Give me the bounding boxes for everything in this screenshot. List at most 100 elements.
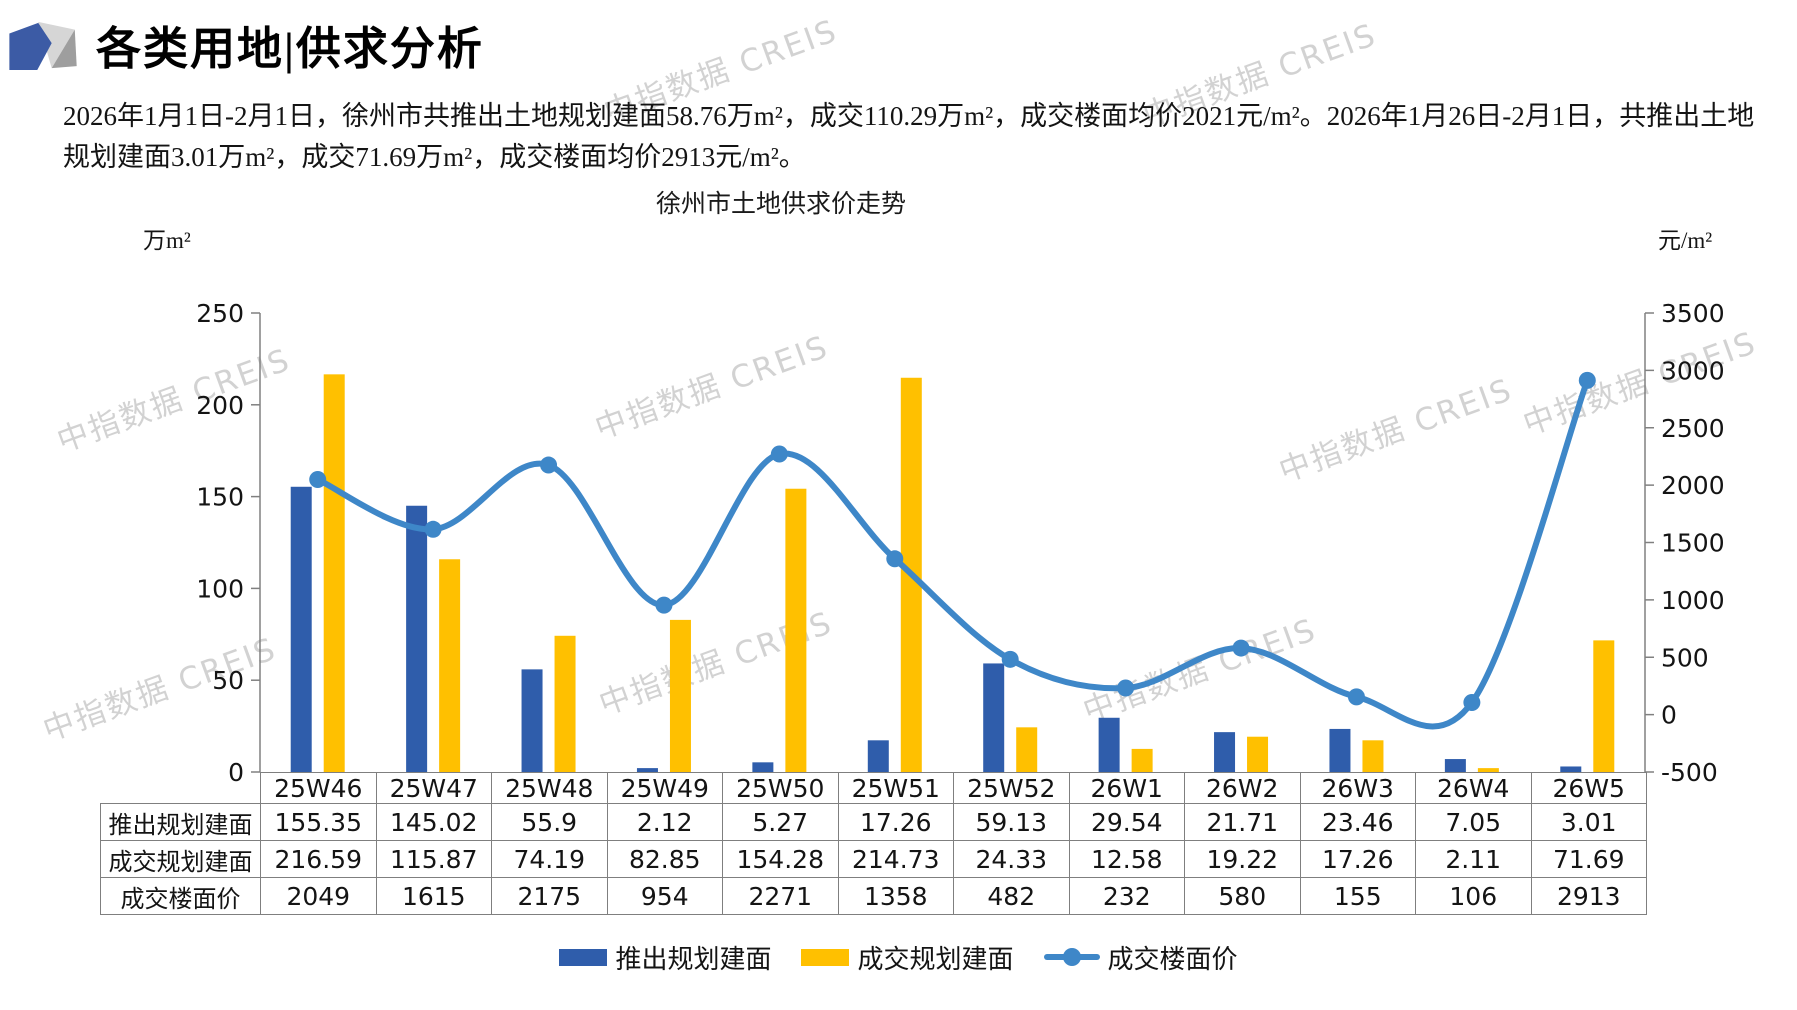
price-point xyxy=(1347,688,1365,706)
page-title: 各类用地|供求分析 xyxy=(96,24,484,74)
legend-bar-swatch xyxy=(559,948,608,966)
row-label: 成交楼面价 xyxy=(100,877,261,915)
creis-watermark: 中指数据 CREIS xyxy=(38,630,282,749)
supply-bar xyxy=(867,740,889,772)
table-cell: 12.58 xyxy=(1068,840,1185,878)
legend-line-swatch xyxy=(1043,947,1100,967)
table-row: 成交楼面价 2049 1615 2175 954 2271 1358 482 232 580 155… xyxy=(100,877,1647,915)
creis-watermark: 中指数据 CREIS xyxy=(1274,371,1518,490)
legend-item: 成交楼面价 xyxy=(1043,939,1238,976)
right-axis-tick-label: 0 xyxy=(1661,701,1677,730)
table-cell: 2175 xyxy=(491,877,608,915)
table-cell: 82.85 xyxy=(606,840,723,878)
left-axis-unit: 万m² xyxy=(143,228,191,253)
legend-line-dot xyxy=(1062,948,1081,966)
right-axis-tick-label: 2000 xyxy=(1661,471,1725,500)
table-cell: 19.22 xyxy=(1184,840,1301,878)
supply-bar xyxy=(1214,732,1236,772)
chart-legend: 推出规划建面 成交规划建面 成交楼面价 xyxy=(0,936,1797,978)
transaction-bar xyxy=(439,559,461,772)
supply-bar xyxy=(1444,759,1466,772)
right-axis-unit: 元/m² xyxy=(1658,228,1713,253)
table-cell: 3.01 xyxy=(1530,803,1647,841)
right-axis-tick-label: 500 xyxy=(1661,643,1709,672)
table-cell: 2049 xyxy=(260,877,377,915)
table-cell: 145.02 xyxy=(375,803,492,841)
summary-paragraph: 2026年1月1日-2月1日，徐州市共推出土地规划建面58.76万m²，成交11… xyxy=(63,101,1755,172)
table-cell: 2271 xyxy=(722,877,839,915)
table-cell: 7.05 xyxy=(1415,803,1532,841)
table-cell: 482 xyxy=(953,877,1070,915)
table-cell: 55.9 xyxy=(491,803,608,841)
right-axis-tick-label: 3500 xyxy=(1661,299,1725,328)
table-cell: 1615 xyxy=(375,877,492,915)
creis-watermark: 中指数据 CREIS xyxy=(1518,324,1762,443)
table-cell: 29.54 xyxy=(1068,803,1185,841)
left-axis-tick-label: 100 xyxy=(196,574,244,603)
price-point xyxy=(655,596,673,614)
right-axis-tick-label: -500 xyxy=(1661,758,1718,787)
creis-logo xyxy=(9,21,77,70)
creis-watermark: 中指数据 CREIS xyxy=(590,328,834,447)
transaction-bar xyxy=(900,377,922,772)
table-cell: 23.46 xyxy=(1299,803,1416,841)
supply-bar xyxy=(521,669,543,772)
row-label: 推出规划建面 xyxy=(100,803,261,841)
supply-bar xyxy=(983,663,1005,772)
table-cell: 115.87 xyxy=(375,840,492,878)
table-cell: 17.26 xyxy=(837,803,954,841)
week-header: 26W1 xyxy=(1068,772,1185,804)
table-cell: 155.35 xyxy=(260,803,377,841)
table-cell: 1358 xyxy=(837,877,954,915)
table-cell: 214.73 xyxy=(837,840,954,878)
legend-item: 推出规划建面 xyxy=(559,939,771,976)
table-cell: 5.27 xyxy=(722,803,839,841)
week-header: 25W46 xyxy=(260,772,377,804)
table-cell: 2.11 xyxy=(1415,840,1532,878)
chart-data-table: 25W46 25W47 25W48 25W49 25W50 25W51 25W52 26W1 2… xyxy=(100,772,1647,915)
table-cell: 2913 xyxy=(1530,877,1647,915)
table-cell: 21.71 xyxy=(1184,803,1301,841)
table-cell: 71.69 xyxy=(1530,840,1647,878)
supply-bar xyxy=(406,505,428,772)
supply-bar xyxy=(290,486,312,772)
week-header: 26W5 xyxy=(1530,772,1647,804)
right-axis-tick-label: 1000 xyxy=(1661,586,1725,615)
table-row: 推出规划建面 155.35 145.02 55.9 2.12 5.27 17.26 59.13… xyxy=(100,803,1647,841)
creis-watermark: 中指数据 CREIS xyxy=(52,341,296,460)
table-corner-cell xyxy=(101,773,261,804)
legend-item: 成交规划建面 xyxy=(801,939,1014,976)
table-cell: 2.12 xyxy=(606,803,723,841)
table-cell: 155 xyxy=(1299,877,1416,915)
price-point xyxy=(1463,693,1481,711)
week-header: 26W4 xyxy=(1415,772,1532,804)
week-header: 26W3 xyxy=(1299,772,1416,804)
transaction-bar xyxy=(1593,640,1615,772)
week-header: 26W2 xyxy=(1184,772,1301,804)
transaction-bar xyxy=(1016,727,1038,772)
transaction-bar xyxy=(554,635,576,772)
table-cell: 232 xyxy=(1068,877,1185,915)
legend-label: 成交规划建面 xyxy=(857,944,1014,974)
table-cell: 59.13 xyxy=(953,803,1070,841)
creis-watermark: 中指数据 CREIS xyxy=(1078,611,1322,730)
transaction-bar xyxy=(1362,740,1384,772)
table-cell: 24.33 xyxy=(953,840,1070,878)
price-point xyxy=(540,456,558,474)
price-point xyxy=(309,471,327,489)
chart-title: 徐州市土地供求价走势 xyxy=(655,191,907,218)
table-row: 成交规划建面 216.59 115.87 74.19 82.85 154.28 214.73… xyxy=(100,840,1647,878)
week-header: 25W49 xyxy=(606,772,723,804)
legend-label: 推出规划建面 xyxy=(615,944,772,974)
transaction-bar xyxy=(1247,736,1269,772)
legend-label: 成交楼面价 xyxy=(1107,944,1238,974)
table-cell: 74.19 xyxy=(491,840,608,878)
supply-bar xyxy=(1329,728,1351,772)
week-header: 25W52 xyxy=(953,772,1070,804)
week-header: 25W48 xyxy=(491,772,608,804)
price-point xyxy=(1001,650,1019,668)
right-axis-tick-label: 2500 xyxy=(1661,414,1725,443)
creis-watermark: 中指数据 CREIS xyxy=(594,604,838,723)
table-cell: 106 xyxy=(1415,877,1532,915)
